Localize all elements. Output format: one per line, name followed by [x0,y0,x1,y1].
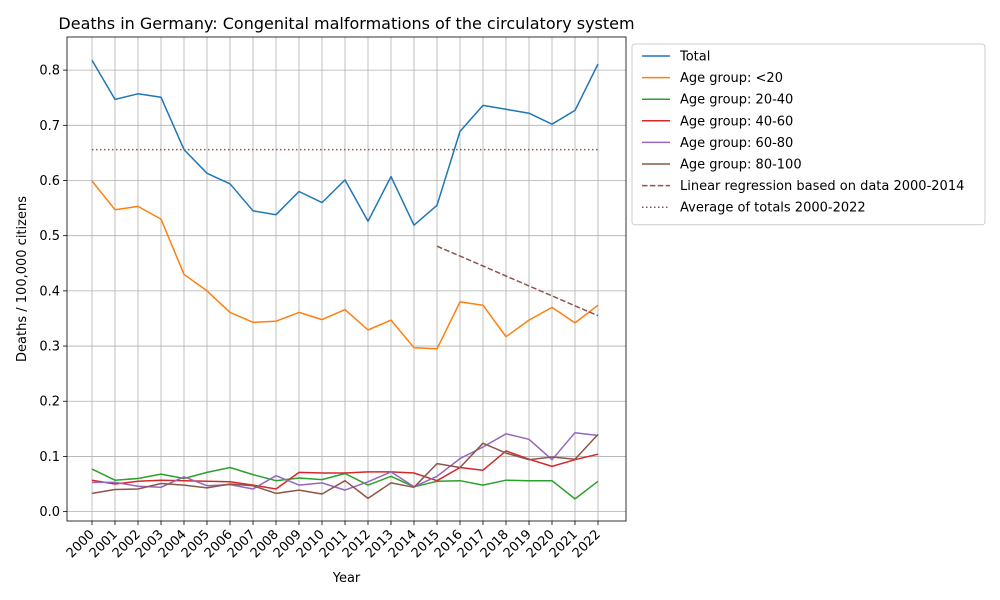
y-tick-label: 0.6 [39,174,60,189]
y-tick-label: 0.3 [39,340,60,355]
y-tick-label: 0.5 [39,229,60,244]
legend-entry: Age group: <20 [680,71,783,86]
grid [67,37,626,521]
legend: Total Age group: <20 Age group: 20-40 Age g… [631,43,986,226]
y-tick-label: 0.0 [39,505,60,520]
legend-box [631,43,986,226]
x-axis-label: Year [332,571,361,586]
series-line-linear-regression-based-on-data-2000-2014 [436,245,599,317]
y-tick-label: 0.7 [39,119,60,134]
legend-entry: Age group: 20-40 [680,93,793,108]
plot-frame [66,36,627,522]
chart-title: Deaths in Germany: Congenital malformati… [58,14,634,33]
series-lines [91,59,599,500]
y-tick-label: 0.4 [39,284,60,299]
legend-entry: Average of totals 2000-2022 [680,201,866,216]
y-tick-label: 0.2 [39,395,60,410]
y-axis-label: Deaths / 100,000 citizens [15,196,30,362]
y-tick-label: 0.1 [39,450,60,465]
y-tick-label: 0.8 [39,64,60,79]
legend-entry: Age group: 40-60 [680,114,793,129]
legend-entry: Age group: 80-100 [680,158,802,173]
series-line-age-group-80-100 [91,433,599,500]
series-line-age-group-20 [91,180,599,350]
series-line-total [91,59,599,226]
legend-entry: Age group: 60-80 [680,136,793,151]
series-line-age-group-60-80 [92,431,599,491]
legend-entry: Linear regression based on data 2000-201… [680,179,964,194]
legend-entry: Total [679,50,710,65]
